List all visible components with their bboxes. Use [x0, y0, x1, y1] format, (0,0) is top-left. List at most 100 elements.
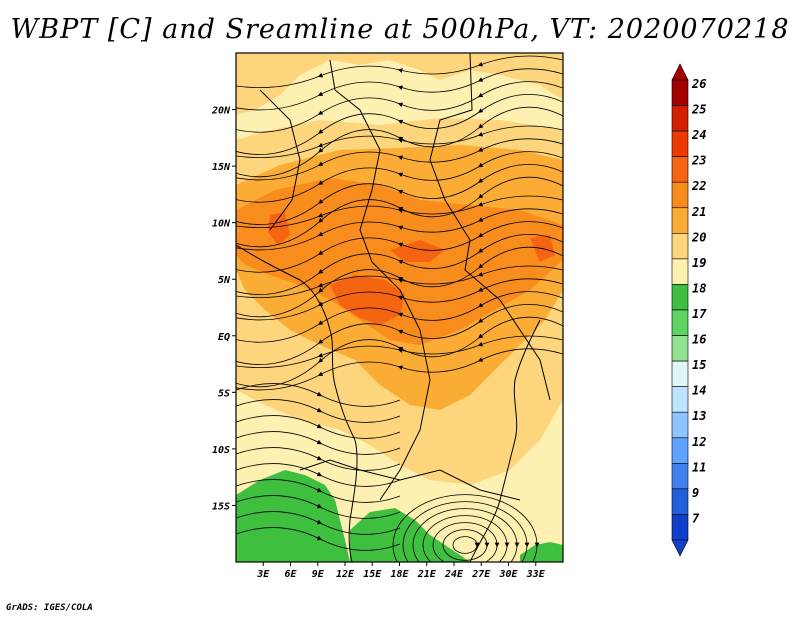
y-tick-label: 15S — [212, 501, 230, 512]
streamline — [236, 265, 563, 299]
grads-credit: GrADS: IGES/COLA — [6, 603, 93, 613]
colorbar-label: 9 — [692, 486, 699, 500]
streamline — [402, 501, 530, 562]
colorbar-label: 14 — [692, 384, 706, 398]
colorbar-swatch — [671, 386, 689, 413]
streamline — [236, 335, 563, 369]
colorbar-swatch — [671, 463, 689, 490]
colorbar-swatch — [671, 309, 689, 336]
streamline — [392, 494, 540, 562]
colorbar-label: 13 — [692, 409, 706, 423]
colorbar-label: 16 — [692, 333, 706, 347]
colorbar-swatch — [671, 488, 689, 515]
x-tick-label: 18E — [390, 569, 409, 580]
colorbar-label: 12 — [692, 435, 706, 449]
colorbar-swatch — [671, 105, 689, 132]
y-tick-label: 10N — [212, 219, 231, 230]
y-axis: 20N 15N 10N 5N EQ 5S 10S 15S — [211, 106, 236, 512]
map-plot-area — [236, 53, 563, 562]
colorbar-label: 19 — [692, 256, 706, 270]
streamline — [236, 511, 401, 535]
colorbar-swatch — [671, 258, 689, 285]
y-tick-label: 10S — [212, 445, 230, 456]
colorbar-swatch — [671, 284, 689, 311]
colorbar-swatch — [671, 360, 689, 387]
streamline — [236, 495, 401, 519]
colorbar-min-triangle — [671, 539, 689, 557]
streamline — [452, 536, 480, 554]
streamline — [236, 447, 401, 471]
x-tick-label: 9E — [312, 569, 325, 580]
streamline — [412, 508, 520, 562]
streamline — [236, 151, 563, 203]
streamline — [236, 348, 563, 391]
streamline — [236, 304, 563, 365]
streamline — [432, 522, 500, 562]
colorbar-swatch — [671, 514, 689, 541]
streamline — [236, 125, 563, 159]
colorbar-swatch — [671, 181, 689, 209]
y-tick-label: 5S — [218, 388, 230, 399]
streamline — [236, 415, 401, 439]
colorbar-label: 11 — [692, 460, 706, 474]
streamline — [236, 431, 401, 455]
map-title: WBPT [C] and Sreamline at 500hPa, VT: 20… — [10, 14, 790, 45]
colorbar-label: 7 — [692, 511, 700, 525]
x-tick-label: 6E — [284, 569, 297, 580]
colorbar-label: 15 — [692, 358, 706, 372]
streamline — [236, 94, 563, 155]
x-tick-label: 3E — [256, 569, 270, 580]
x-tick-label: 21E — [417, 569, 437, 580]
streamline — [236, 221, 563, 273]
streamline — [236, 479, 401, 503]
colorbar-max-triangle — [671, 63, 689, 81]
colorbar-swatch — [671, 207, 689, 234]
streamline — [236, 234, 563, 295]
colorbar-swatch — [671, 130, 689, 157]
colorbar-swatch — [671, 233, 689, 260]
streamline — [422, 515, 510, 562]
colorbar-swatch — [671, 156, 689, 183]
colorbar-label: 18 — [692, 281, 706, 295]
colorbar-label: 17 — [692, 307, 707, 321]
colorbar-label: 21 — [691, 205, 706, 219]
streamline — [236, 291, 563, 343]
colorbar: 26 25 24 23 22 21 20 19 18 17 16 15 14 13 12 11 9 7 — [671, 63, 707, 557]
streamline — [236, 81, 563, 133]
streamline — [236, 55, 563, 89]
streamline — [236, 68, 563, 111]
streamline — [236, 208, 563, 251]
streamline — [236, 463, 401, 487]
colorbar-label: 24 — [691, 128, 706, 142]
colorbar-label: 23 — [691, 154, 706, 168]
x-tick-label: 12E — [336, 569, 355, 580]
colorbar-label: 25 — [691, 103, 706, 117]
streamline — [236, 195, 563, 229]
y-tick-label: 15N — [212, 162, 231, 173]
colorbar-swatch — [671, 411, 689, 439]
streamline — [236, 278, 563, 321]
x-axis: 3E 6E 9E 12E 15E 18E 21E 24E 27E 30E 33E — [256, 562, 546, 580]
colorbar-swatch — [671, 79, 689, 106]
streamline — [442, 529, 490, 561]
x-tick-label: 24E — [444, 569, 464, 580]
colorbar-swatch — [671, 437, 689, 464]
colorbar-label: 22 — [691, 179, 706, 193]
x-tick-label: 15E — [363, 569, 382, 580]
streamlines — [236, 55, 563, 562]
colorbar-swatch — [671, 335, 689, 362]
colorbar-label: 26 — [691, 77, 706, 91]
x-tick-label: 33E — [526, 569, 546, 580]
streamline — [236, 138, 563, 181]
streamline — [236, 527, 401, 551]
y-tick-label: 5N — [218, 275, 231, 286]
y-tick-label: EQ — [218, 332, 230, 343]
coastlines-borders — [236, 53, 551, 562]
streamline — [236, 164, 563, 225]
x-tick-label: 30E — [498, 569, 518, 580]
colorbar-label: 20 — [691, 230, 706, 244]
y-tick-label: 20N — [211, 106, 231, 117]
streamline — [236, 383, 401, 407]
streamline — [236, 399, 401, 423]
